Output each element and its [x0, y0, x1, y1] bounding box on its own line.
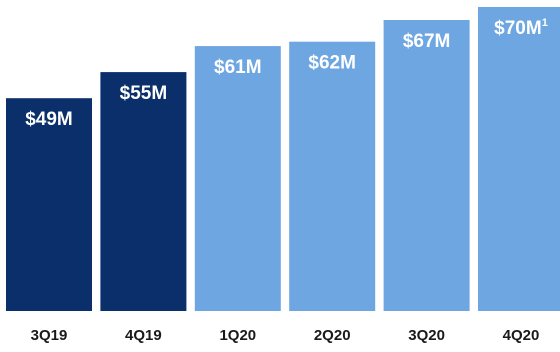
value-label-text: $70M: [494, 18, 542, 39]
value-label-4q19: $55M: [120, 83, 168, 104]
bars-group: [6, 7, 560, 311]
value-label-text: $61M: [214, 57, 262, 78]
value-labels-group: $49M $55M $61M $62M $67M $70M1: [25, 17, 548, 130]
value-label-1q20: $61M: [214, 57, 262, 78]
bar-4q20: [478, 7, 560, 311]
x-tick-label-2q20: 2Q20: [314, 327, 351, 344]
value-label-text: $67M: [403, 31, 451, 52]
bar-3q20: [383, 20, 470, 311]
bar-1q20: [194, 46, 281, 311]
x-tick-labels-group: 3Q19 4Q19 1Q20 2Q20 3Q20 4Q20: [31, 327, 540, 344]
bar-3q19: [6, 98, 92, 311]
value-label-2q20: $62M: [308, 53, 356, 74]
x-tick-label-4q19: 4Q19: [125, 327, 162, 344]
x-tick-label-1q20: 1Q20: [219, 327, 256, 344]
value-label-3q20: $67M: [403, 31, 451, 52]
value-label-4q20: $70M1: [494, 17, 548, 39]
x-tick-label-3q19: 3Q19: [31, 327, 68, 344]
x-tick-label-3q20: 3Q20: [408, 327, 445, 344]
value-label-text: $62M: [308, 53, 356, 74]
bar-2q20: [289, 41, 376, 311]
x-tick-label-4q20: 4Q20: [503, 327, 540, 344]
bar-4q19: [100, 72, 187, 311]
footnote-mark: 1: [542, 17, 548, 29]
value-label-3q19: $49M: [25, 109, 73, 130]
value-label-text: $55M: [120, 83, 168, 104]
value-label-text: $49M: [25, 109, 73, 130]
